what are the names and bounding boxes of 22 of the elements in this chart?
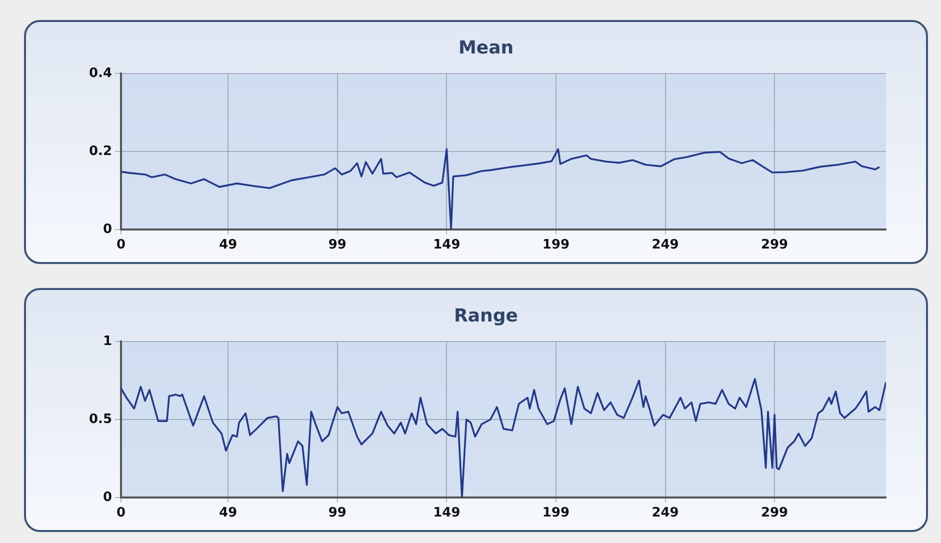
y-tick-label: 1 [102, 334, 112, 349]
y-tick-label: 0.4 [89, 66, 112, 81]
x-tick-label: 199 [542, 506, 570, 521]
y-tick-label: 0.5 [89, 412, 112, 427]
chart-title: Range [454, 305, 518, 326]
chart-title: Mean [458, 37, 514, 58]
x-tick-label: 249 [652, 238, 679, 253]
x-tick-label: 49 [219, 506, 238, 521]
x-tick-label: 99 [328, 506, 346, 521]
x-tick-label: 49 [219, 238, 238, 253]
y-tick-label: 0 [102, 222, 112, 237]
x-tick-label: 249 [652, 506, 679, 521]
x-tick-label: 0 [116, 506, 126, 521]
x-tick-label: 149 [433, 238, 460, 253]
x-tick-label: 149 [433, 506, 460, 521]
x-tick-label: 99 [328, 238, 346, 253]
y-tick-label: 0 [102, 490, 112, 505]
x-tick-label: 299 [760, 238, 788, 253]
y-tick-label: 0.2 [89, 144, 112, 159]
x-tick-label: 199 [542, 238, 570, 253]
x-tick-label: 299 [760, 506, 788, 521]
x-tick-label: 0 [116, 238, 126, 253]
